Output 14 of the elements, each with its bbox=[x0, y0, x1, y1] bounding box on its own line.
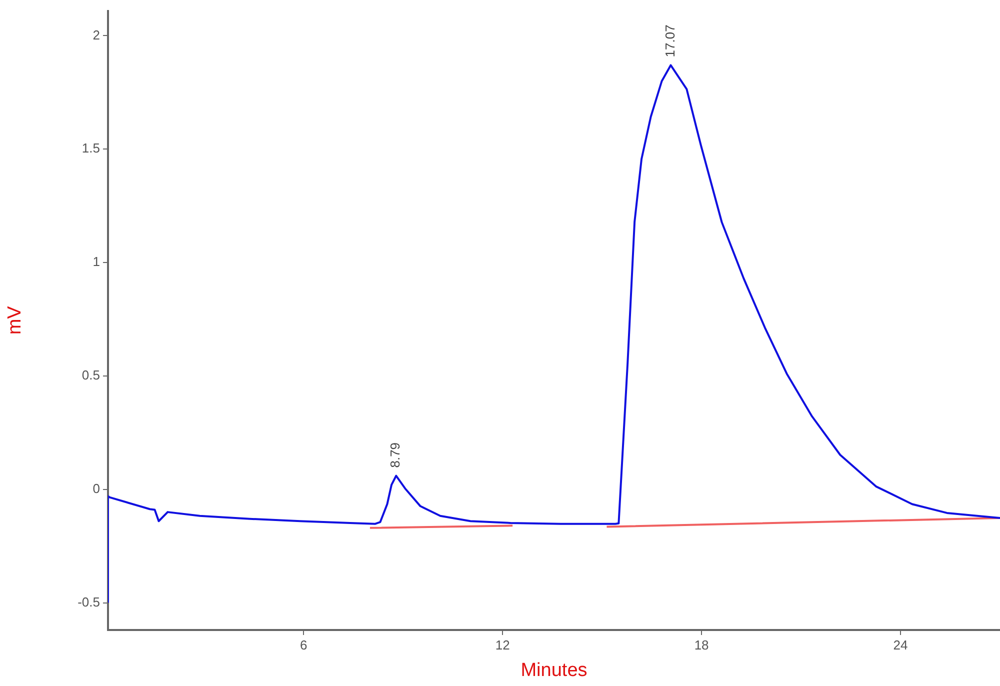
y-tick-label: 1.5 bbox=[82, 140, 100, 156]
y-tick-label: 2 bbox=[92, 27, 100, 42]
y-axis-title: mV bbox=[4, 306, 26, 335]
annotation: 8.79 bbox=[388, 442, 403, 468]
y-tick-label: 0.5 bbox=[82, 368, 100, 383]
y-tick-label: -0.5 bbox=[78, 594, 100, 610]
x-tick-label: 12 bbox=[495, 637, 510, 652]
x-tick-label: 6 bbox=[300, 637, 308, 652]
annotation: 17.07 bbox=[662, 24, 678, 58]
x-tick-label: 18 bbox=[694, 637, 709, 652]
x-tick-label: 24 bbox=[893, 637, 908, 652]
y-tick-label: 0 bbox=[92, 480, 100, 496]
x-axis-title: Minutes bbox=[520, 660, 588, 681]
y-tick-label: 1 bbox=[92, 254, 100, 270]
